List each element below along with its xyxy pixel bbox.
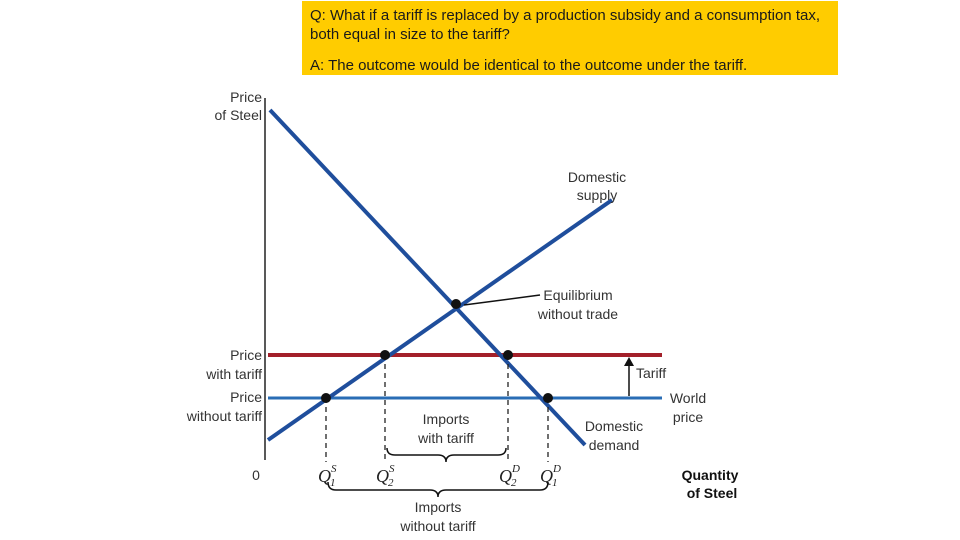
q2s-point <box>380 350 390 360</box>
price-with-tariff-label-line2: with tariff <box>205 366 262 382</box>
imports-without-tariff-label-line2: without tariff <box>399 518 475 534</box>
svg-text:1: 1 <box>330 477 336 489</box>
question-answer-box: Q: What if a tariff is replaced by a pro… <box>302 1 838 75</box>
svg-text:2: 2 <box>511 477 517 489</box>
svg-text:S: S <box>389 463 395 475</box>
price-without-tariff-label-line1: Price <box>230 389 262 405</box>
svg-text:D: D <box>511 463 520 475</box>
y-axis-label-line1: Price <box>230 89 262 105</box>
price-with-tariff-label-line1: Price <box>230 347 262 363</box>
q2s-label: Q 2 S <box>376 463 395 489</box>
world-price-label-line1: World <box>670 390 706 406</box>
q2d-label: Q 2 D <box>499 463 520 489</box>
imports-with-tariff-brace <box>386 447 507 463</box>
q1s-label: Q 1 S <box>318 463 337 489</box>
tariff-label: Tariff <box>636 365 666 381</box>
supply-label-line2: supply <box>577 187 617 203</box>
q1d-point <box>543 393 553 403</box>
svg-text:2: 2 <box>388 477 394 489</box>
price-without-tariff-label-line2: without tariff <box>186 408 262 424</box>
q1d-label: Q 1 D <box>540 463 561 489</box>
equilibrium-pointer <box>463 294 541 306</box>
svg-text:S: S <box>331 463 337 475</box>
origin-label: 0 <box>252 467 260 483</box>
svg-text:1: 1 <box>552 477 558 489</box>
q2d-point <box>503 350 513 360</box>
equilibrium-label-line1: Equilibrium <box>543 287 612 303</box>
svg-text:Q: Q <box>318 466 331 486</box>
y-axis-label-line2: of Steel <box>215 107 262 123</box>
equilibrium-label-line2: without trade <box>537 306 618 322</box>
svg-text:D: D <box>552 463 561 475</box>
supply-label-line1: Domestic <box>568 169 626 185</box>
imports-without-tariff-brace <box>327 481 549 498</box>
svg-text:Q: Q <box>499 466 512 486</box>
answer-text: A: The outcome would be identical to the… <box>310 57 748 74</box>
svg-text:Q: Q <box>540 466 553 486</box>
imports-with-tariff-label-line1: Imports <box>423 411 470 427</box>
svg-text:Q: Q <box>376 466 389 486</box>
world-price-label-line2: price <box>673 409 704 425</box>
x-axis-label-line2: of Steel <box>687 485 738 501</box>
x-axis-label-line1: Quantity <box>682 467 739 483</box>
equilibrium-point <box>451 299 461 309</box>
q1s-point <box>321 393 331 403</box>
question-text: Q: What if a tariff is replaced by a pro… <box>310 7 820 43</box>
imports-with-tariff-label-line2: with tariff <box>417 430 474 446</box>
demand-curve <box>268 108 587 447</box>
tariff-arrow-head <box>624 357 634 366</box>
demand-label-line2: demand <box>589 437 640 453</box>
imports-without-tariff-label-line1: Imports <box>415 499 462 515</box>
demand-label-line1: Domestic <box>585 418 643 434</box>
